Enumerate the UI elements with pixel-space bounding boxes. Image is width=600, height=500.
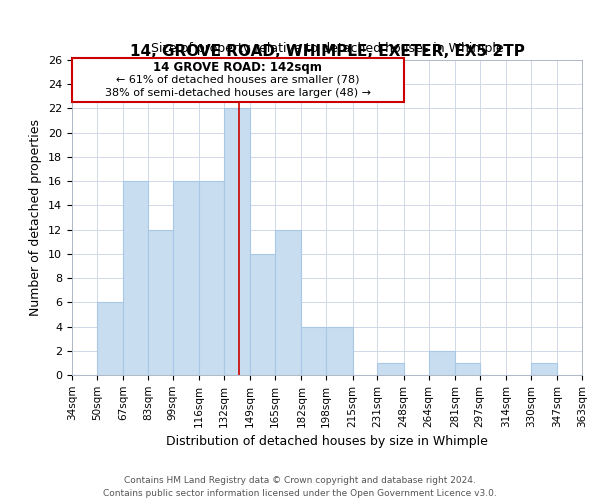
Bar <box>377 363 404 375</box>
Text: 38% of semi-detached houses are larger (48) →: 38% of semi-detached houses are larger (… <box>105 88 371 98</box>
Bar <box>123 181 148 375</box>
Bar <box>97 302 123 375</box>
Text: Size of property relative to detached houses in Whimple: Size of property relative to detached ho… <box>151 42 503 56</box>
Text: ← 61% of detached houses are smaller (78): ← 61% of detached houses are smaller (78… <box>116 75 359 85</box>
Bar <box>531 363 557 375</box>
Bar <box>173 181 199 375</box>
Bar <box>250 254 275 375</box>
Bar <box>428 351 455 375</box>
Bar <box>301 326 326 375</box>
Y-axis label: Number of detached properties: Number of detached properties <box>29 119 43 316</box>
Text: Contains HM Land Registry data © Crown copyright and database right 2024.
Contai: Contains HM Land Registry data © Crown c… <box>103 476 497 498</box>
Bar <box>199 181 224 375</box>
X-axis label: Distribution of detached houses by size in Whimple: Distribution of detached houses by size … <box>166 435 488 448</box>
Bar <box>275 230 301 375</box>
Bar <box>326 326 353 375</box>
Text: 14 GROVE ROAD: 142sqm: 14 GROVE ROAD: 142sqm <box>154 61 322 74</box>
Bar <box>72 58 404 102</box>
Bar <box>224 108 250 375</box>
Bar <box>455 363 479 375</box>
Bar <box>148 230 173 375</box>
Title: 14, GROVE ROAD, WHIMPLE, EXETER, EX5 2TP: 14, GROVE ROAD, WHIMPLE, EXETER, EX5 2TP <box>130 44 524 59</box>
